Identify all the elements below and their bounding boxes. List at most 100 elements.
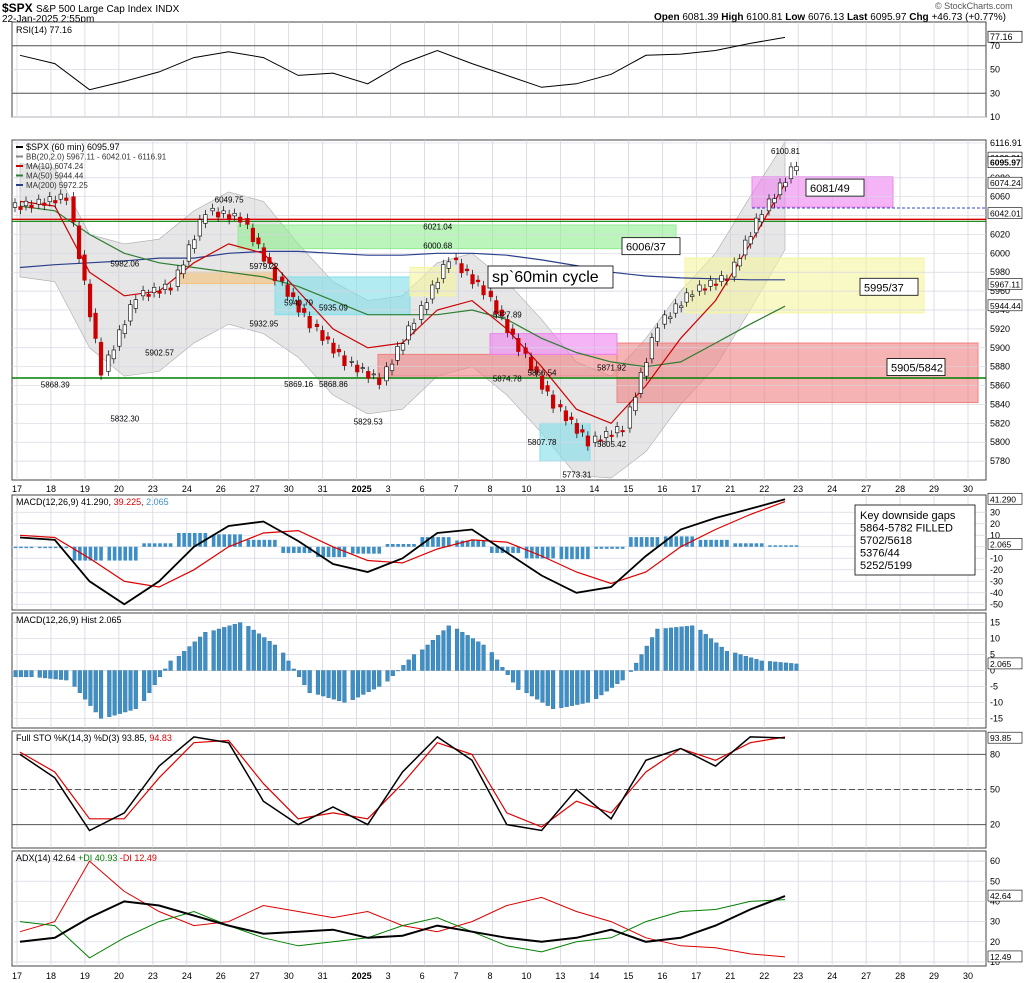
macd-hist-bar [481,644,486,671]
macd-inner-hist-bar [366,546,371,554]
candle-body [713,283,719,286]
macd-inner-hist-bar [48,546,53,549]
candle-body [140,290,146,297]
macd-inner-hist-bar [446,537,451,547]
x-tick-label-lower: 6 [420,971,425,981]
candle-body [737,258,742,267]
macd-inner-hist-bar [685,536,689,547]
macd-hist-bar [609,670,615,688]
x-tick-label-lower: 18 [46,971,56,981]
y-tick-label-price: 5800 [990,437,1010,447]
candle-body [71,196,76,223]
macd-inner-hist-bar [302,546,307,553]
macd-hist-bar [272,644,277,671]
macd-inner-hist-bar [326,546,331,558]
candle-body [355,364,360,373]
x-tick-label-upper: 22 [759,484,769,494]
candle-body [638,372,644,394]
candle-body [748,236,753,245]
high-value: 6100.81 [746,12,783,23]
macd-inner-hist-bar [564,546,569,560]
macd-right-label: 2.065 [990,539,1012,549]
macd-inner-hist-bar [163,543,168,547]
x-tick-label-lower: 29 [929,971,939,981]
macd-inner-hist-bar [559,546,564,560]
price-right-label: 5944.44 [990,301,1021,311]
candle-body [494,300,499,315]
x-tick-label-lower: 13 [555,971,565,981]
macd-hist-bar [331,670,336,700]
adx-plus-di-line [19,899,786,959]
macd-hist-bar [350,670,355,700]
candle-body [256,237,261,245]
candle-body [314,323,320,327]
candle-body [175,269,180,287]
macd-hist-bar [529,670,534,697]
macd-hist-bar [489,652,494,671]
candle-body [615,426,620,434]
macd-signal-line [19,501,786,588]
macd-inner-hist-bar [93,546,98,561]
candle-body [539,375,545,390]
price-annotation: 5902.57 [145,348,174,357]
price-right-label: 5967.11 [990,279,1020,289]
price-annotation: 6100.81 [771,147,800,156]
macd-hist-bar [794,663,799,671]
candle-body [320,330,325,341]
macd-hist-bar [291,668,296,671]
candle-body [528,356,534,371]
adx-right-label: 12.49 [990,952,1012,962]
macd-inner-hist-bar [291,546,296,553]
price-annotation: 5874.78 [493,375,522,384]
x-tick-label-upper: 10 [521,484,531,494]
macd-hist-bar [500,667,505,671]
candle-body [649,337,655,360]
x-tick-label-lower: 27 [861,971,871,981]
macd-hist-bar [460,632,465,671]
macd-inner-hist-bar [749,543,753,547]
gaps-callout-box [854,504,976,576]
price-annotation: 5807.78 [528,438,557,447]
macd-inner-hist-bar [615,546,620,549]
macd-hist-bar [615,670,620,684]
y-tick-label-adx: 40 [990,896,1000,906]
macd-inner-hist-bar [377,546,382,554]
macd-inner-hist-bar [24,546,28,549]
candle-body [285,284,290,297]
macd-hist-bar [355,670,361,698]
adx-legend-part: +DI 40.93 [76,853,118,863]
x-tick-label-upper: 24 [827,484,837,494]
x-tick-label-lower: 16 [657,971,667,981]
candle-body [58,193,63,200]
price-annotation: 6000.68 [423,242,452,251]
macd-inner-hist-bar [551,546,555,559]
macd-inner-hist-bar [481,540,486,547]
macd-hist-bar [246,626,251,671]
macd-hist-bar [401,665,406,671]
x-tick-label-upper: 27 [861,484,871,494]
macd-inner-hist-bar [233,534,237,547]
macd-hist-bar [698,629,703,671]
candle-body [523,347,528,354]
macd-inner-hist-bar [168,543,173,547]
price-annotation: 5832.30 [110,415,139,424]
macd-hist-bar [342,670,347,703]
macd-inner-hist-bar [516,546,521,553]
macd-hist-bar [58,670,64,680]
candle-body [76,225,82,259]
macd-hist-bar [564,670,569,707]
macd-inner-hist-bar [332,546,336,558]
macd-inner-hist-bar [316,546,320,558]
macd-hist-bar [569,670,575,706]
macd-inner-hist-bar [575,546,580,560]
macd-inner-hist-bar [37,546,42,549]
zone-6006-37 [237,224,677,250]
macd-hist-bar [187,646,192,671]
y-tick-label-macd: -50 [990,599,1003,609]
macd-hist-bar [396,670,401,672]
macd-hist-bar [256,633,262,671]
x-tick-label-upper: 27 [250,484,260,494]
y-tick-label-macd_hist: -5 [990,681,998,691]
macd-hist-bar [198,636,203,671]
macd-hist-bar [425,644,430,671]
